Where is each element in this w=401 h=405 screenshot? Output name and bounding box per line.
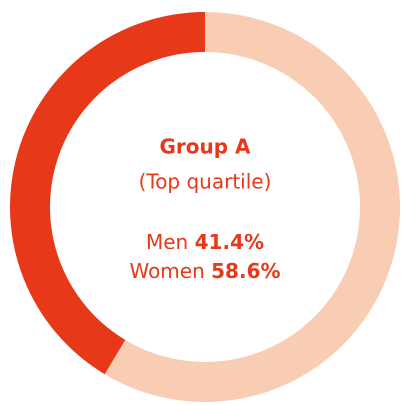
legend-label: Women	[129, 259, 204, 283]
value-label: 41.4%	[195, 230, 264, 254]
chart-title: Group A	[159, 135, 251, 159]
legend-label: Men	[146, 230, 188, 254]
value-label: 58.6%	[211, 259, 280, 283]
legend-entry: Women 58.6%	[129, 259, 280, 283]
legend-entry: Men 41.4%	[146, 230, 264, 254]
donut-segment	[104, 12, 400, 402]
donut-segment	[9, 12, 206, 375]
chart-subtitle: (Top quartile)	[139, 170, 272, 194]
